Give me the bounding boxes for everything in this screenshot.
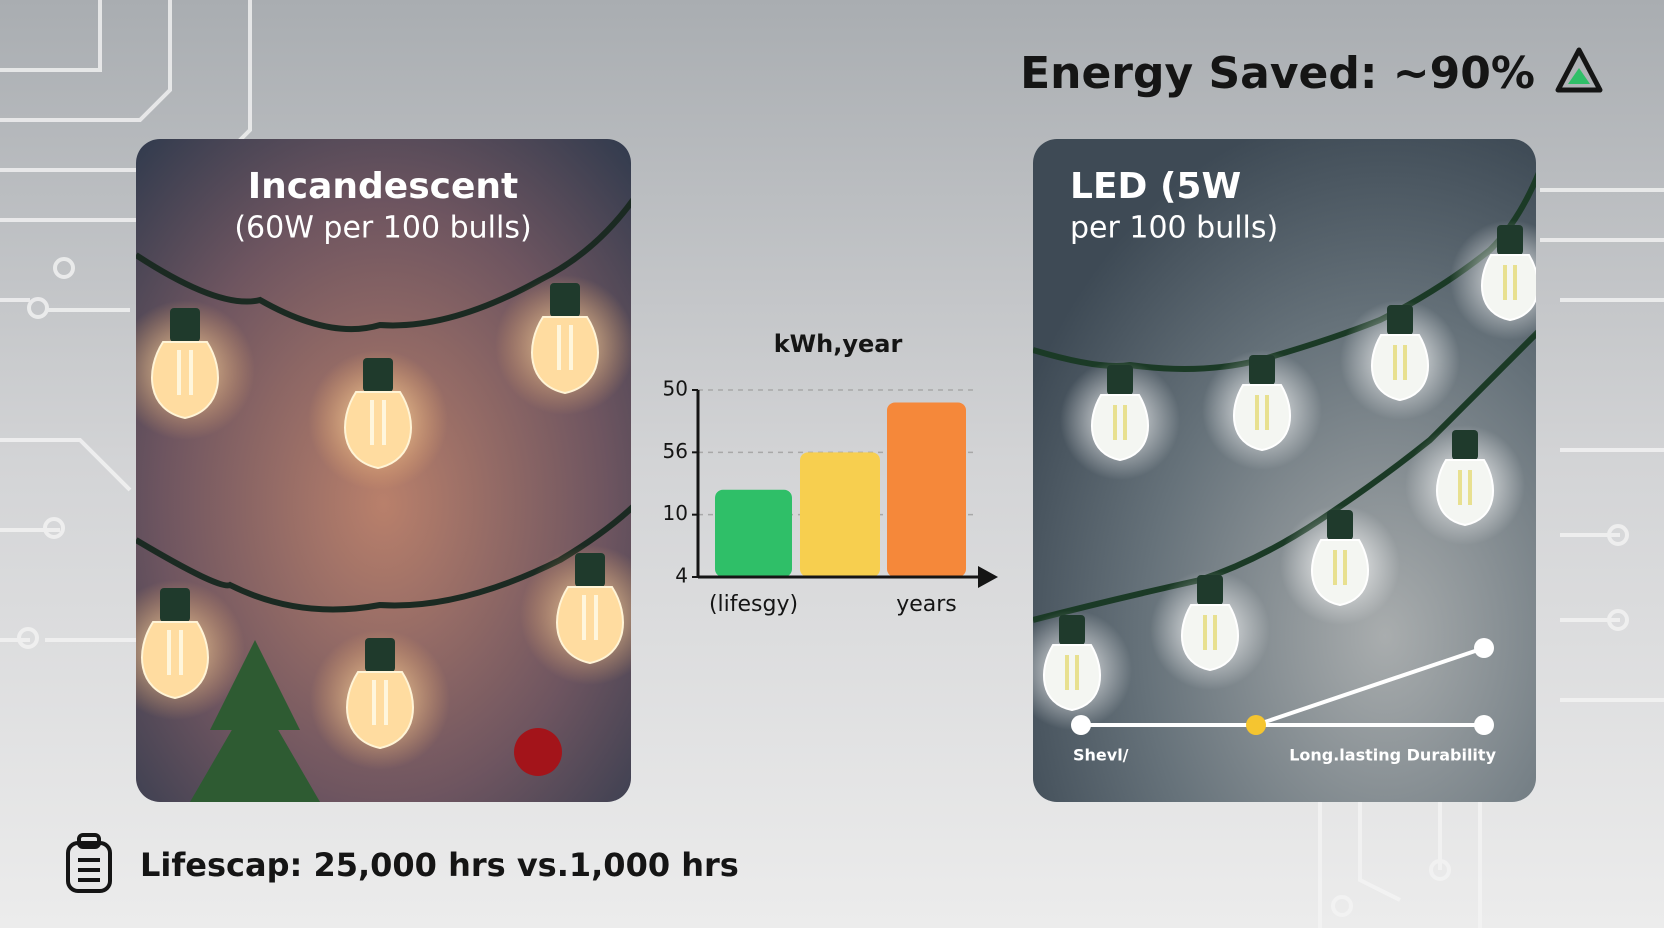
slider-start-label: Shevl/ — [1073, 746, 1129, 765]
panel-subtitle: per 100 bulls) — [1070, 211, 1278, 246]
y-tick-label: 4 — [675, 564, 688, 588]
incandescent-photo — [136, 139, 631, 802]
y-tick-label: 50 — [663, 377, 688, 401]
energy-saved-title: Energy Saved: ~90% — [1020, 48, 1535, 99]
panel-title: Incandescent — [248, 166, 519, 207]
panel-subtitle: (60W per 100 bulls) — [234, 211, 531, 246]
bar — [800, 452, 880, 577]
durability-slider — [1071, 638, 1494, 735]
y-tick-label: 56 — [663, 439, 688, 463]
x-tick-label: years — [896, 592, 957, 617]
slider-end-label: Long.lasting Durability — [1289, 746, 1496, 765]
y-tick-label: 10 — [663, 501, 688, 525]
x-axis-arrow — [978, 566, 998, 588]
bar — [715, 489, 792, 577]
clipboard-icon — [66, 833, 112, 893]
panel-title: LED (5W — [1070, 166, 1241, 207]
led-photo — [1033, 139, 1536, 802]
triangle-icon — [1555, 47, 1603, 93]
bar — [887, 402, 966, 577]
chart-title: kWh,year — [774, 330, 903, 358]
lifespan-text: Lifescap: 25,000 hrs vs.1,000 hrs — [140, 846, 739, 884]
bar-chart: 4 10 56 50 (lifesgy) years — [663, 377, 998, 617]
x-tick-label: (lifesgy) — [709, 592, 798, 617]
